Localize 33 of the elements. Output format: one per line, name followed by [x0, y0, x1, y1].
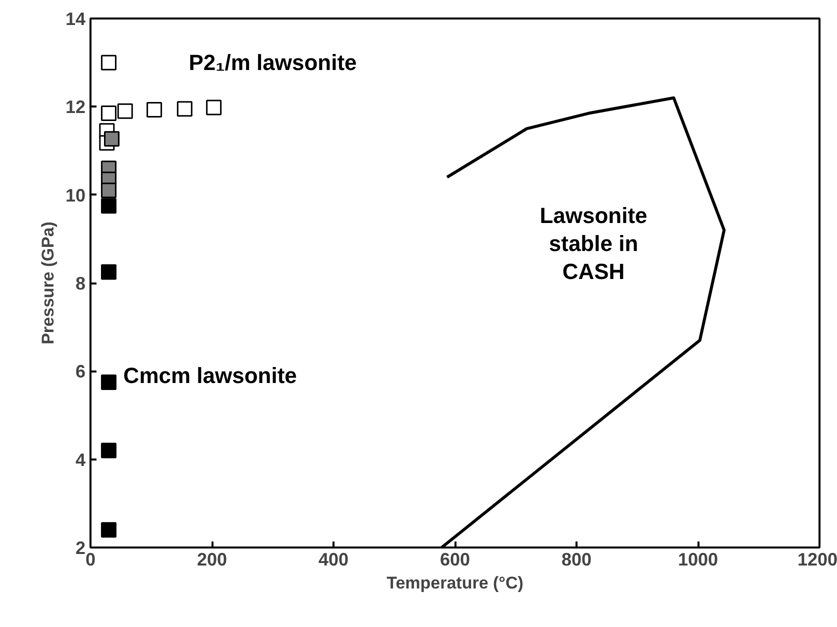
point — [104, 131, 120, 147]
annotation: Lawsonite stable in CASH — [540, 202, 648, 284]
point — [176, 101, 192, 117]
x-tick-label: 0 — [85, 550, 96, 570]
point — [100, 442, 116, 458]
x-tick-label: 200 — [196, 550, 228, 570]
point — [100, 106, 116, 122]
point — [100, 264, 116, 280]
y-tick-label: 4 — [75, 450, 86, 470]
y-tick-label: 8 — [75, 274, 86, 294]
x-tick-label: 400 — [318, 550, 349, 570]
point — [100, 522, 116, 538]
x-tick-label: 1000 — [678, 550, 718, 570]
y-tick-label: 2 — [75, 538, 86, 558]
annotation: Cmcm lawsonite — [123, 363, 297, 388]
point — [117, 103, 133, 119]
y-tick-label: 10 — [65, 185, 86, 206]
point — [100, 198, 116, 214]
line-series — [440, 96, 726, 548]
x-tick-label: 1200 — [797, 550, 837, 570]
annotation: P2₁/m lawsonite — [188, 50, 357, 75]
x-tick-label: 600 — [440, 550, 470, 570]
point — [100, 182, 116, 198]
point — [100, 374, 116, 390]
y-tick-label: 6 — [75, 362, 86, 382]
y-axis-title: Pressure (GPa) — [38, 222, 58, 344]
point — [206, 100, 222, 116]
x-tick-label: 800 — [561, 550, 592, 570]
point — [100, 54, 116, 70]
x-axis-title: Temperature (°C) — [386, 574, 524, 592]
y-tick-label: 12 — [65, 97, 86, 118]
y-tick-label: 14 — [65, 9, 86, 29]
point — [146, 102, 162, 118]
